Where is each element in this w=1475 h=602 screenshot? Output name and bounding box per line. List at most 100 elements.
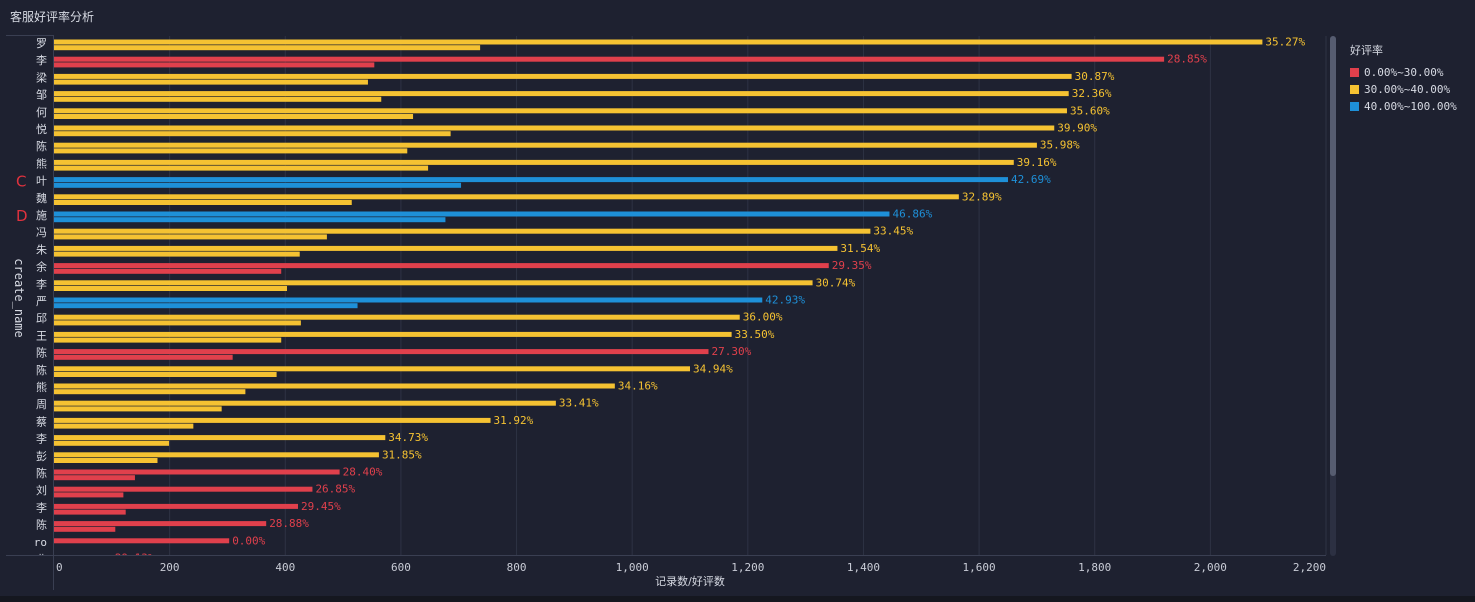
legend-item[interactable]: 0.00%~30.00% — [1350, 64, 1457, 81]
scrollbar-thumb[interactable] — [1330, 36, 1336, 476]
bar-good[interactable] — [54, 526, 116, 532]
bar-good[interactable] — [54, 440, 170, 446]
bar-good[interactable] — [54, 131, 451, 137]
data-label: 35.98% — [1040, 139, 1080, 152]
bar-total[interactable] — [54, 194, 959, 200]
legend-swatch — [1350, 85, 1359, 94]
y-tick-label: 李 — [36, 277, 47, 291]
bar-total[interactable] — [54, 469, 340, 475]
bar-total[interactable] — [54, 452, 379, 458]
vertical-scrollbar[interactable] — [1330, 36, 1336, 556]
y-tick-label: 陈 — [36, 518, 47, 532]
data-label: 33.50% — [735, 328, 775, 341]
bar-good[interactable] — [54, 475, 135, 481]
bar-total[interactable] — [54, 125, 1055, 131]
bar-good[interactable] — [54, 354, 233, 360]
y-tick-label: 陈 — [36, 363, 47, 377]
bar-total[interactable] — [54, 228, 871, 234]
bar-total[interactable] — [54, 39, 1263, 45]
bar-good[interactable] — [54, 268, 282, 274]
bar-good[interactable] — [54, 423, 194, 429]
bar-good[interactable] — [54, 509, 126, 515]
bar-total[interactable] — [54, 521, 267, 527]
y-tick-label: 李 — [36, 432, 47, 446]
data-label: 28.88% — [269, 517, 309, 530]
y-tick-label: 叶 — [36, 175, 47, 188]
bar-good[interactable] — [54, 114, 414, 119]
bar-total[interactable] — [54, 538, 230, 544]
bar-total[interactable] — [54, 73, 1072, 79]
bar-total[interactable] — [54, 56, 1165, 62]
data-label: 31.92% — [494, 414, 534, 427]
bar-total[interactable] — [54, 314, 740, 320]
legend-item[interactable]: 30.00%~40.00% — [1350, 81, 1457, 98]
bar-total[interactable] — [54, 211, 890, 217]
bar-total[interactable] — [54, 400, 556, 406]
bar-good[interactable] — [54, 62, 375, 68]
x-tick-label: 0 — [56, 561, 63, 574]
bar-good[interactable] — [54, 389, 246, 395]
bar-total[interactable] — [54, 383, 615, 389]
bar-total[interactable] — [54, 366, 690, 372]
bar-total[interactable] — [54, 503, 298, 509]
data-label: 30.74% — [816, 276, 856, 289]
bar-good[interactable] — [54, 372, 277, 377]
legend-title: 好评率 — [1350, 44, 1383, 57]
data-label: 33.41% — [559, 397, 599, 410]
y-tick-label: 彭 — [36, 449, 47, 463]
bar-good[interactable] — [54, 492, 124, 498]
y-tick-label: 李 — [36, 53, 47, 67]
bar-good[interactable] — [54, 303, 358, 309]
y-axis-label: create_name — [12, 258, 26, 337]
x-tick-label: 1,800 — [1078, 561, 1111, 574]
bar-total[interactable] — [54, 108, 1067, 114]
bar-good[interactable] — [54, 337, 282, 343]
bar-good[interactable] — [54, 45, 481, 51]
legend-item[interactable]: 40.00%~100.00% — [1350, 98, 1457, 115]
bar-good[interactable] — [54, 96, 382, 102]
y-tick-label: 蔡 — [36, 415, 47, 428]
bar-good[interactable] — [54, 79, 368, 85]
bar-total[interactable] — [54, 91, 1069, 97]
bar-total[interactable] — [54, 435, 386, 441]
legend-label: 30.00%~40.00% — [1364, 83, 1451, 96]
bar-good[interactable] — [54, 251, 300, 257]
y-tick-label: 曲 — [36, 553, 47, 566]
bar-good[interactable] — [54, 320, 301, 326]
y-tick-label: 罗 — [36, 37, 47, 50]
bar-good[interactable] — [54, 234, 327, 240]
bar-good[interactable] — [54, 286, 288, 291]
annotation-marker: D — [16, 207, 28, 225]
bar-good[interactable] — [54, 217, 446, 223]
bar-total[interactable] — [54, 159, 1014, 165]
x-tick-label: 2,000 — [1194, 561, 1227, 574]
bar-total[interactable] — [54, 263, 829, 269]
bar-good[interactable] — [54, 182, 462, 188]
data-label: 28.40% — [343, 466, 383, 479]
bar-total[interactable] — [54, 486, 313, 492]
bar-good[interactable] — [54, 406, 222, 412]
y-tick-label: 王 — [36, 329, 47, 342]
y-tick-label: 邱 — [36, 312, 47, 325]
bar-total[interactable] — [54, 349, 709, 355]
data-label: 28.85% — [1167, 53, 1207, 66]
x-axis-label: 记录数/好评数 — [655, 574, 725, 588]
bar-good[interactable] — [54, 148, 408, 154]
bar-total[interactable] — [54, 417, 491, 423]
data-label: 32.36% — [1072, 87, 1112, 100]
bar-total[interactable] — [54, 297, 763, 303]
bar-total[interactable] — [54, 280, 813, 286]
bar-total[interactable] — [54, 245, 838, 251]
bar-total[interactable] — [54, 556, 112, 561]
bar-total[interactable] — [54, 177, 1008, 183]
bar-total[interactable] — [54, 331, 732, 337]
bar-good[interactable] — [54, 165, 429, 171]
bar-good[interactable] — [54, 200, 352, 205]
data-label: 32.89% — [962, 190, 1002, 203]
x-tick-label: 800 — [507, 561, 527, 574]
y-tick-label: 梁 — [36, 70, 47, 84]
annotation-marker: C — [16, 173, 26, 191]
bar-total[interactable] — [54, 142, 1037, 148]
bars: 35.27% 罗 28.85% 李 30.87% 梁 32.36% 邹 35.60% 何 39.90… — [34, 36, 1306, 566]
bar-good[interactable] — [54, 458, 158, 463]
